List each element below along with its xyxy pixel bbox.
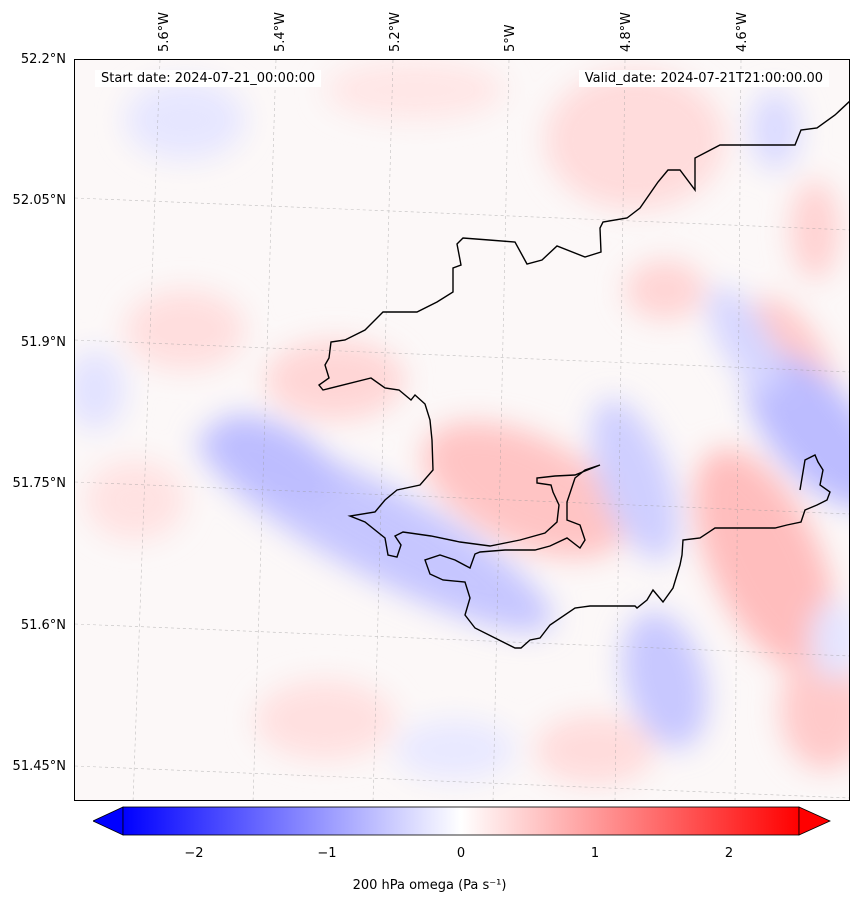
coastline [317, 100, 849, 649]
lat-label-51.9n: 51.9°N [20, 335, 66, 350]
colorbar-tick-1: 1 [590, 846, 600, 861]
colorbar-tick-0: 0 [456, 846, 466, 861]
lat-label-51.75n: 51.75°N [12, 476, 66, 491]
lon-label-5.4w: 5.4°W [273, 11, 288, 52]
colorbar-tick-2: 2 [724, 846, 734, 861]
lat-label-51.45n: 51.45°N [12, 759, 66, 774]
colorbar-tick-minus2: −2 [184, 846, 204, 861]
lon-label-5.2w: 5.2°W [388, 11, 403, 52]
lat-label-52.2n: 52.2°N [20, 52, 66, 67]
colorbar-tick-minus1: −1 [317, 846, 337, 861]
valid-date-label: Valid_date: 2024-07-21T21:00:00.00 [578, 70, 829, 87]
lat-label-52.05n: 52.05°N [12, 193, 66, 208]
lat-label-51.6n: 51.6°N [20, 618, 66, 633]
colorbar-low-extend [93, 806, 124, 836]
colorbar-high-extend [798, 806, 831, 836]
graticule [75, 60, 849, 800]
colorbar-label: 200 hPa omega (Pa s⁻¹) [352, 878, 507, 893]
lon-label-5w: 5°W [503, 24, 518, 52]
omega-field-map [75, 60, 849, 800]
start-date-label: Start date: 2024-07-21_00:00:00 [95, 70, 322, 87]
map-panel: Start date: 2024-07-21_00:00:00 Valid_da… [74, 59, 850, 801]
lon-label-4.6w: 4.6°W [735, 11, 750, 52]
colorbar-gradient [122, 806, 800, 836]
lon-label-5.6w: 5.6°W [157, 11, 172, 52]
colorbar [93, 806, 831, 836]
lon-label-4.8w: 4.8°W [619, 11, 634, 52]
